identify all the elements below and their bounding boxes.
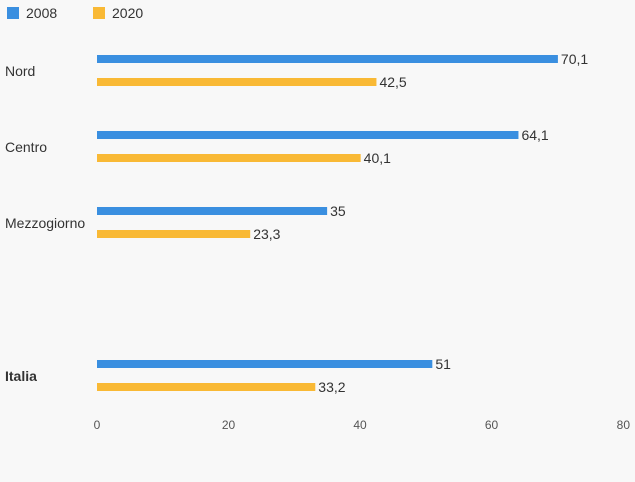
value-label-nord-2008: 70,1 — [561, 51, 588, 67]
value-labels: 70,1 64,1 35 51 42,5 40,1 23,3 33,2 — [253, 51, 588, 395]
bar-centro-2008 — [97, 131, 519, 139]
x-tick-label-80: 80 — [617, 418, 631, 432]
bar-nord-2020 — [97, 78, 377, 86]
value-label-italia-2008: 51 — [435, 356, 451, 372]
legend-label-2020: 2020 — [112, 5, 143, 21]
x-tick-label-60: 60 — [485, 418, 499, 432]
x-tick-label-0: 0 — [94, 418, 101, 432]
legend-swatch-2008 — [7, 7, 19, 19]
bar-nord-2008 — [97, 55, 558, 63]
bar-italia-2020 — [97, 383, 316, 391]
legend: 2008 2020 — [7, 5, 143, 21]
x-axis: 0 20 40 60 80 — [94, 418, 631, 432]
value-label-mezzogiorno-2020: 23,3 — [253, 226, 280, 242]
bar-mezzogiorno-2008 — [97, 207, 328, 215]
bar-italia-2008 — [97, 360, 433, 368]
category-label-italia: Italia — [5, 368, 37, 384]
value-label-mezzogiorno-2008: 35 — [330, 203, 346, 219]
legend-swatch-2020 — [93, 7, 105, 19]
bar-centro-2020 — [97, 154, 361, 162]
bar-mezzogiorno-2020 — [97, 230, 251, 238]
category-label-centro: Centro — [5, 139, 47, 155]
category-label-mezzogiorno: Mezzogiorno — [5, 215, 85, 231]
x-tick-label-40: 40 — [353, 418, 367, 432]
value-label-centro-2008: 64,1 — [521, 127, 548, 143]
category-label-nord: Nord — [5, 63, 35, 79]
legend-label-2008: 2008 — [26, 5, 57, 21]
value-label-italia-2020: 33,2 — [318, 379, 345, 395]
category-labels: Nord Centro Mezzogiorno Italia — [5, 63, 85, 384]
value-label-nord-2020: 42,5 — [379, 74, 406, 90]
value-label-centro-2020: 40,1 — [364, 150, 391, 166]
bars — [97, 55, 558, 391]
x-tick-label-20: 20 — [222, 418, 236, 432]
